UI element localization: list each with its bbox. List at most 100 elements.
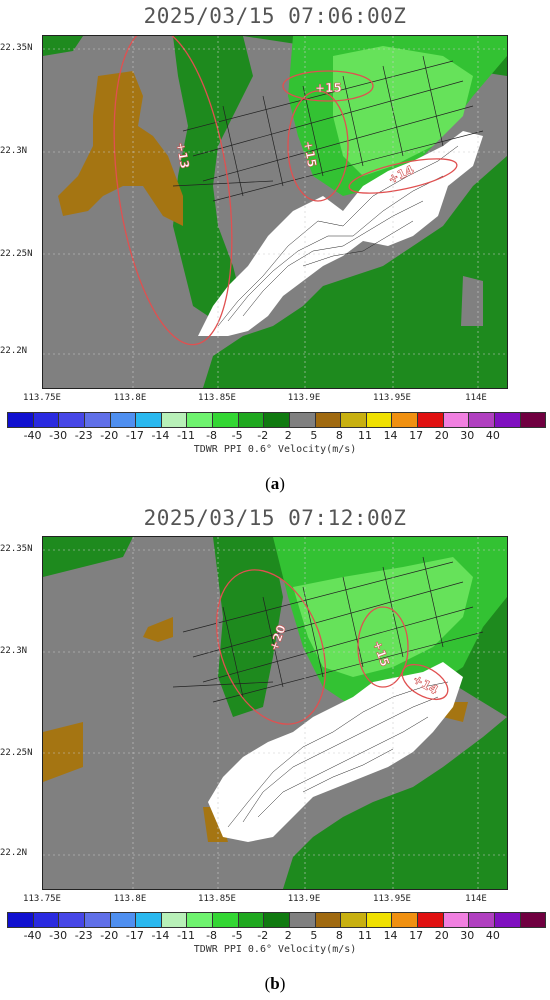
colorbar-cell xyxy=(469,413,495,427)
radar-field: +13 +15 +15 +14 xyxy=(43,36,507,388)
colorbar-cell xyxy=(136,913,162,927)
x-label: 113.8E xyxy=(113,894,147,904)
colorbar-tick-label: -2 xyxy=(257,929,269,942)
colorbar-cell xyxy=(59,913,85,927)
colorbar-tick-label: -17 xyxy=(125,929,144,942)
x-label: 113.85E xyxy=(198,393,236,403)
road-grid xyxy=(172,556,484,703)
colorbar-tick-label: 40 xyxy=(485,429,500,442)
colorbar-tick-label: -11 xyxy=(177,929,195,942)
colorbar-tick-label: 2 xyxy=(284,429,292,442)
brown-region xyxy=(143,617,173,642)
colorbar-cell xyxy=(341,913,367,927)
annotation-ellipse xyxy=(282,70,374,102)
colorbar-tick-label: -11 xyxy=(177,429,195,442)
radar-map: +20 +15 +14 xyxy=(42,536,508,890)
x-label: 113.9E xyxy=(287,393,321,403)
panel-title: 2025/03/15 07:12:00Z xyxy=(143,506,407,530)
colorbar-cell xyxy=(8,913,34,927)
brown-region xyxy=(58,71,183,226)
dark-green-region xyxy=(43,36,83,56)
y-label: 22.2N xyxy=(0,848,28,858)
colorbar-cell xyxy=(418,413,444,427)
dark-green-region xyxy=(213,537,283,717)
figure-caption: (b) xyxy=(264,974,286,993)
colorbar-tick-label: -5 xyxy=(231,429,243,442)
x-label: 113.95E xyxy=(373,894,411,904)
colorbar-cell xyxy=(33,913,60,927)
light-green-region xyxy=(293,557,473,677)
colorbar-cell xyxy=(33,413,60,427)
graticule xyxy=(43,537,507,889)
colorbar-cell xyxy=(84,913,111,927)
dark-green-region xyxy=(173,36,253,326)
colorbar-tick-label: -17 xyxy=(125,429,144,442)
colorbar-tick-label: -40 xyxy=(23,929,42,942)
x-label: 114E xyxy=(465,393,487,403)
x-label: 113.95E xyxy=(373,393,411,403)
colorbar-title: TDWR PPI 0.6° Velocity(m/s) xyxy=(193,444,357,455)
colorbar-tick-label: -23 xyxy=(74,429,93,442)
x-label: 114E xyxy=(465,894,487,904)
colorbar-tick-label: -40 xyxy=(23,429,42,442)
annotation-ellipse xyxy=(357,606,409,688)
terrain-white xyxy=(208,662,463,842)
figure-caption: (a) xyxy=(265,474,285,493)
annotation-ellipse xyxy=(401,663,449,701)
colorbar-tick-label: 30 xyxy=(460,929,475,942)
colorbar-cell xyxy=(418,913,444,927)
colorbar-cell xyxy=(494,413,521,427)
colorbar-cell xyxy=(469,913,495,927)
dark-green-region xyxy=(203,36,507,388)
colorbar-tick-label: 14 xyxy=(383,429,398,442)
colorbar-tick-label: -8 xyxy=(206,929,218,942)
colorbar-cell xyxy=(264,913,290,927)
y-label: 22.35N xyxy=(0,43,33,53)
colorbar-tick-label: -8 xyxy=(206,429,218,442)
colorbar-tick-label: 8 xyxy=(335,929,343,942)
colorbar-tick-label: 5 xyxy=(310,929,318,942)
colorbar-tick-label: -5 xyxy=(231,929,243,942)
colorbar-tick-label: -20 xyxy=(100,929,119,942)
caption-letter: a xyxy=(270,474,280,493)
colorbar-cell xyxy=(392,413,418,427)
colorbar-cell xyxy=(187,913,213,927)
colorbar-tick-label: 17 xyxy=(409,929,424,942)
colorbar-cell xyxy=(494,913,521,927)
colorbar-cell xyxy=(161,913,188,927)
colorbar-tick-label: 2 xyxy=(284,929,292,942)
colorbar-cell xyxy=(187,413,213,427)
colorbar-cell xyxy=(289,413,316,427)
graticule xyxy=(43,36,507,388)
colorbar-cell xyxy=(238,413,265,427)
colorbar-tick-label: 11 xyxy=(358,429,372,442)
colorbar-cell xyxy=(8,413,34,427)
colorbar-cell xyxy=(289,913,316,927)
colorbar-cell xyxy=(315,913,342,927)
y-label: 22.2N xyxy=(0,346,28,356)
colorbar-cell xyxy=(520,913,546,927)
annotation-label: +13 xyxy=(173,141,191,170)
colorbar-tick-label: -30 xyxy=(49,929,68,942)
colorbar-tick-label: 14 xyxy=(383,929,398,942)
y-label: 22.25N xyxy=(0,748,33,758)
annotation-ellipse xyxy=(348,158,458,194)
dark-green-region xyxy=(43,537,133,577)
y-label: 22.3N xyxy=(0,146,28,156)
colorbar-cell xyxy=(443,413,470,427)
radar-field: +20 +15 +14 xyxy=(43,537,507,889)
y-label: 22.3N xyxy=(0,646,28,656)
colorbar-cell xyxy=(136,413,162,427)
brown-region xyxy=(43,722,83,782)
colorbar-tick-label: 8 xyxy=(335,429,343,442)
annotation-ellipse xyxy=(215,569,327,725)
radar-map: +13 +15 +15 +14 xyxy=(42,35,508,389)
y-label: 22.35N xyxy=(0,544,33,554)
colorbar-tick-label: 5 xyxy=(310,429,318,442)
colorbar-tick-label: -30 xyxy=(49,429,68,442)
colorbar-tick-label: 17 xyxy=(409,429,424,442)
colorbar-cell xyxy=(366,413,393,427)
panel-b: 2025/03/15 07:12:00Z 22.35N 22.3N 22.25N… xyxy=(0,500,550,1000)
colorbar-tick-label: 20 xyxy=(434,429,449,442)
annotation-ellipse xyxy=(113,36,233,346)
